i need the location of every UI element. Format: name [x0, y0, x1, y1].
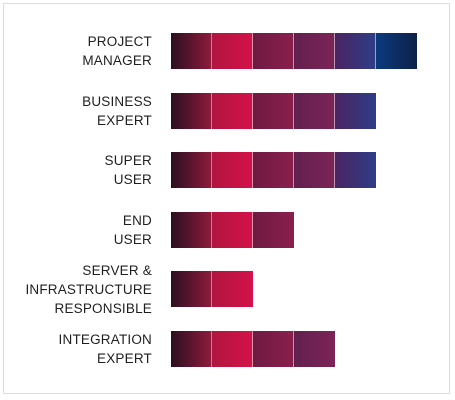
bar-segment — [212, 331, 253, 367]
category-label-line: RESPONSIBLE — [54, 301, 152, 316]
category-label-line: SERVER & — [82, 263, 152, 278]
category-label: SERVER & INFRASTRUCTURE RESPONSIBLE — [0, 261, 152, 318]
category-label-line: PROJECT — [87, 34, 152, 49]
category-label-line: USER — [113, 232, 152, 247]
bar-segment — [171, 212, 212, 248]
bar-segment — [253, 33, 294, 69]
bar-segment — [335, 33, 376, 69]
category-label-line: EXPERT — [97, 351, 152, 366]
bar — [171, 93, 376, 129]
bar-segment — [253, 152, 294, 188]
chart-row: SUPER USER — [0, 152, 455, 188]
chart-row: BUSINESS EXPERT — [0, 93, 455, 129]
category-label-line: BUSINESS — [82, 94, 152, 109]
bar-segment — [212, 152, 253, 188]
bar — [171, 152, 376, 188]
chart-row: PROJECT MANAGER — [0, 33, 455, 69]
bar-segment — [294, 33, 335, 69]
bar-segment — [335, 152, 376, 188]
category-label-line: INTEGRATION — [58, 332, 152, 347]
bar-segment — [171, 33, 212, 69]
category-label: PROJECT MANAGER — [0, 32, 152, 70]
category-label: BUSINESS EXPERT — [0, 92, 152, 130]
bar — [171, 33, 417, 69]
bar-segment — [171, 271, 212, 307]
category-label: INTEGRATION EXPERT — [0, 330, 152, 368]
category-label-line: INFRASTRUCTURE — [25, 282, 152, 297]
bar-segment — [212, 93, 253, 129]
bar-segment — [171, 152, 212, 188]
bar-segment — [335, 93, 376, 129]
bar-segment — [294, 93, 335, 129]
chart-row: INTEGRATION EXPERT — [0, 331, 455, 367]
category-label-line: EXPERT — [97, 113, 152, 128]
chart-row: SERVER & INFRASTRUCTURE RESPONSIBLE — [0, 263, 455, 316]
bar-segment — [212, 212, 253, 248]
category-label: END USER — [0, 211, 152, 249]
bar — [171, 271, 253, 307]
bar-segment — [212, 271, 253, 307]
chart-row: END USER — [0, 212, 455, 248]
bar-segment — [171, 331, 212, 367]
category-label-line: END — [122, 213, 152, 228]
bar-segment — [171, 93, 212, 129]
bar-segment — [294, 331, 335, 367]
bar-segment — [212, 33, 253, 69]
bar — [171, 331, 335, 367]
bar — [171, 212, 294, 248]
category-label-line: MANAGER — [82, 53, 152, 68]
bar-segment — [253, 212, 294, 248]
bar-segment — [376, 33, 417, 69]
category-label-line: USER — [113, 172, 152, 187]
bar-segment — [253, 331, 294, 367]
category-label-line: SUPER — [104, 153, 152, 168]
bar-segment — [294, 152, 335, 188]
bar-segment — [253, 93, 294, 129]
category-label: SUPER USER — [0, 151, 152, 189]
